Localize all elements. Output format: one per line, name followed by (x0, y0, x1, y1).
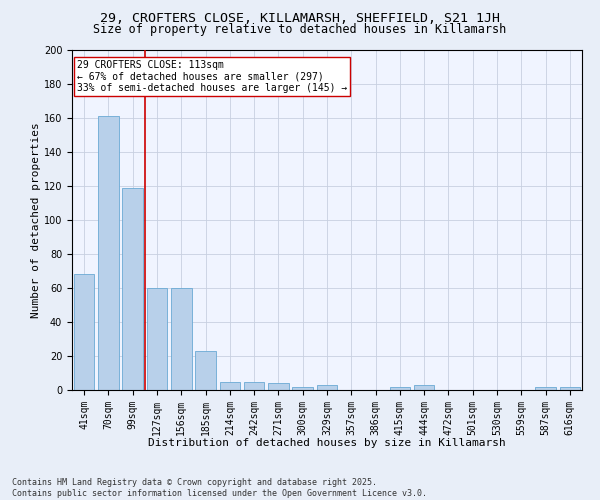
Bar (98, 116, 119, 390)
Text: 29, CROFTERS CLOSE, KILLAMARSH, SHEFFIELD, S21 1JH: 29, CROFTERS CLOSE, KILLAMARSH, SHEFFIEL… (100, 12, 500, 26)
Text: Size of property relative to detached houses in Killamarsh: Size of property relative to detached ho… (94, 22, 506, 36)
Bar (244, 382, 265, 390)
Bar (171, 288, 191, 390)
Bar (195, 351, 216, 390)
Bar (317, 385, 337, 390)
Bar (220, 382, 240, 390)
Bar (414, 385, 434, 390)
Bar (74, 274, 94, 390)
Bar (146, 288, 167, 390)
Bar (535, 386, 556, 390)
Y-axis label: Number of detached properties: Number of detached properties (31, 122, 41, 318)
Bar (560, 386, 580, 390)
Bar (292, 386, 313, 390)
Bar (389, 386, 410, 390)
Text: 29 CROFTERS CLOSE: 113sqm
← 67% of detached houses are smaller (297)
33% of semi: 29 CROFTERS CLOSE: 113sqm ← 67% of detac… (77, 60, 347, 94)
X-axis label: Distribution of detached houses by size in Killamarsh: Distribution of detached houses by size … (148, 438, 506, 448)
Text: Contains HM Land Registry data © Crown copyright and database right 2025.
Contai: Contains HM Land Registry data © Crown c… (12, 478, 427, 498)
Bar (268, 383, 289, 390)
Bar (122, 188, 143, 390)
